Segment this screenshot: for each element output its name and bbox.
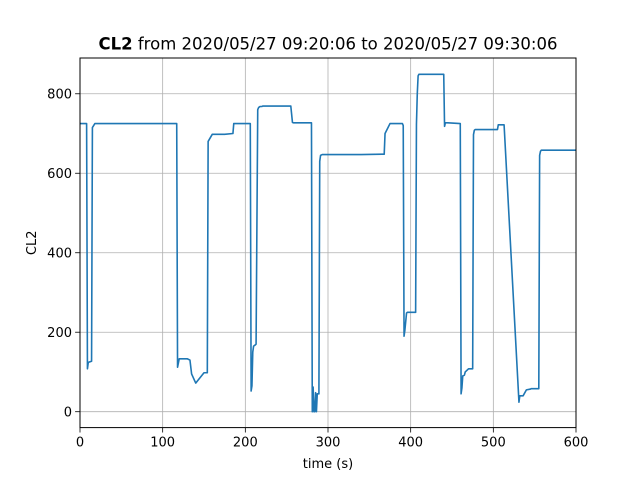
y-tick-label: 800 xyxy=(47,87,72,102)
x-axis-ticks: 0 100 200 300 400 500 600 xyxy=(76,427,589,451)
y-tick-label: 600 xyxy=(47,167,72,182)
y-axis-label: CL2 xyxy=(25,231,40,256)
y-tick-label: 200 xyxy=(47,326,72,341)
chart-title-rest: from 2020/05/27 09:20:06 to 2020/05/27 0… xyxy=(133,35,558,54)
x-tick-label: 500 xyxy=(481,436,506,451)
y-axis-ticks: 0 200 400 600 800 xyxy=(47,87,80,420)
x-axis-label: time (s) xyxy=(303,457,353,472)
grid-lines xyxy=(79,58,577,428)
x-tick-label: 0 xyxy=(76,436,84,451)
x-tick-label: 200 xyxy=(233,436,258,451)
y-tick-label: 0 xyxy=(64,405,72,420)
x-tick-label: 300 xyxy=(316,436,341,451)
y-tick-label: 400 xyxy=(47,246,72,261)
x-tick-label: 600 xyxy=(564,436,589,451)
chart-title-bold: CL2 xyxy=(99,35,133,54)
series-line-cl2 xyxy=(80,73,576,413)
plot-area xyxy=(80,73,576,413)
x-tick-label: 400 xyxy=(398,436,423,451)
x-tick-label: 100 xyxy=(150,436,175,451)
chart-title: CL2 from 2020/05/27 09:20:06 to 2020/05/… xyxy=(99,35,558,54)
